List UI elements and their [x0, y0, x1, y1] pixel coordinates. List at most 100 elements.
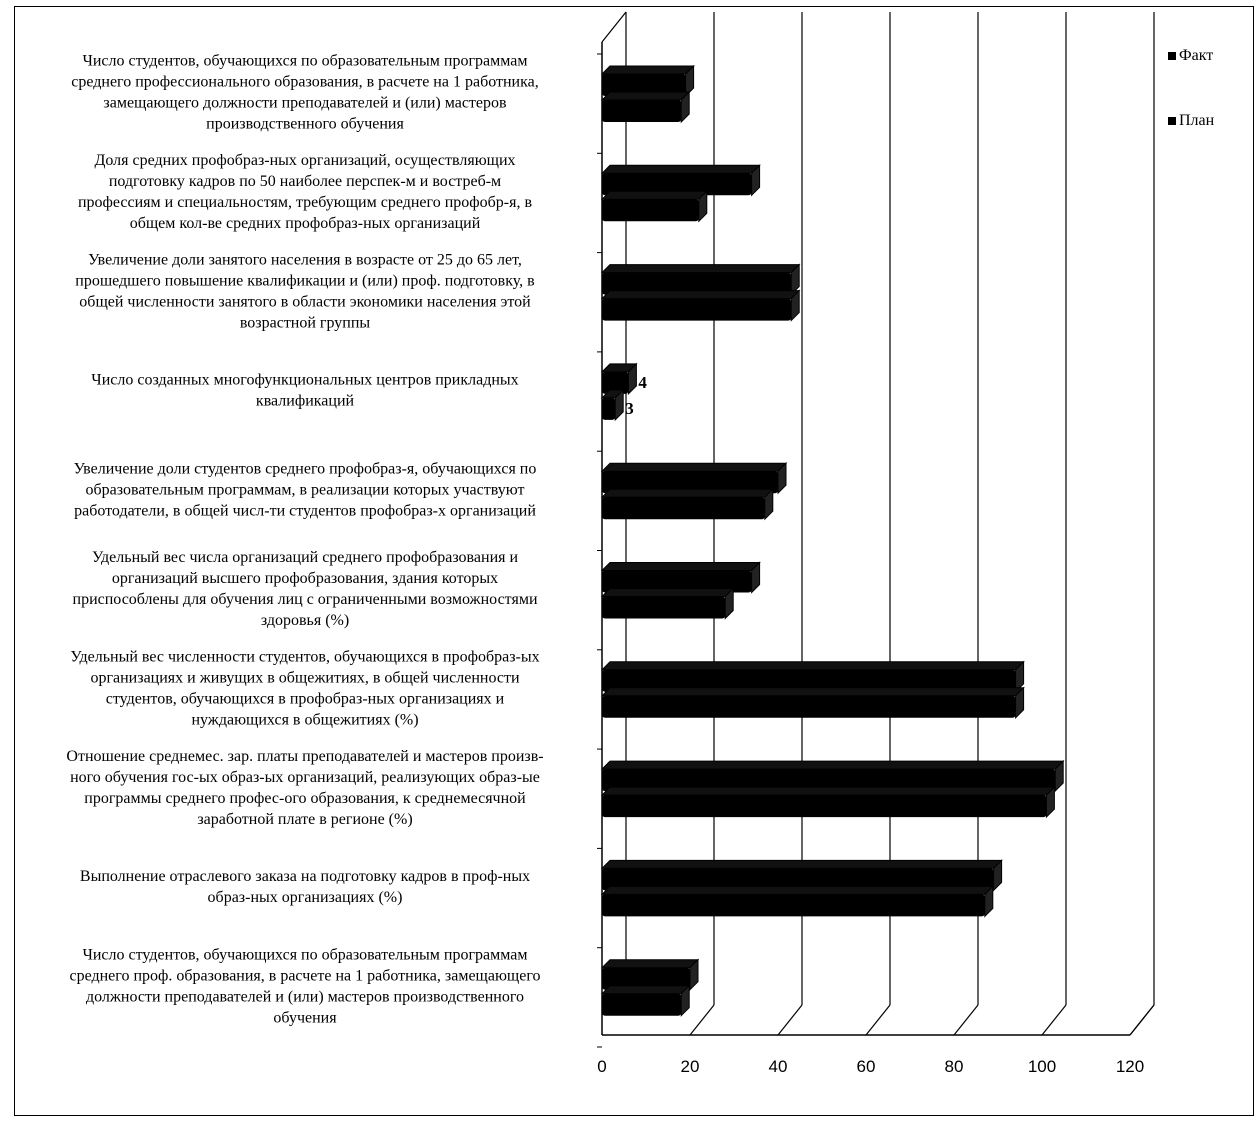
bar-plan [602, 397, 616, 420]
floor-gridline [865, 1004, 891, 1036]
category-label-line: общем кол-ве средних профобраз-ных орган… [130, 215, 481, 232]
bar-fact [602, 967, 690, 990]
category-label-line: организаций высшего профобразования, зда… [112, 570, 498, 587]
bar-fact [602, 272, 792, 295]
bar-top-plan [600, 985, 691, 995]
category-label: Удельный вес численности студентов, обуч… [70, 648, 539, 728]
category-label-line: заработной плате в регионе (%) [197, 811, 412, 828]
category-label-line: Выполнение отраслевого заказа на подгото… [80, 868, 530, 885]
floor-gridline [1041, 1004, 1067, 1036]
x-tick-label: 0 [597, 1057, 606, 1076]
category-label-line: прошедшего повышение квалификации и (или… [75, 272, 535, 289]
category-label-line: приспособлены для обучения лиц с огранич… [73, 591, 538, 608]
bar-plan [602, 199, 699, 222]
bar-plan [602, 100, 682, 122]
bar-top-fact [600, 264, 801, 274]
bar-plan [602, 993, 682, 1016]
data-label: 4 [638, 373, 647, 392]
category-label-line: замещающего должности преподавателей и (… [103, 95, 507, 112]
category-label-line: обучения [273, 1009, 337, 1026]
category-label-line: среднего проф. образования, в расчете на… [69, 967, 540, 984]
category-label-line: образ-ных организациях (%) [208, 889, 403, 906]
floor-gridline [777, 1004, 803, 1036]
category-label: Число студентов, обучающихся по образова… [71, 53, 539, 133]
category-label: Увеличение доли занятого населения в воз… [75, 251, 535, 331]
category-label: Доля средних профобраз-ных организаций, … [78, 152, 532, 232]
category-label-line: ного обучения гос-ых образ-ых организаци… [70, 769, 540, 786]
legend-swatch [1168, 52, 1176, 60]
bar-fact [602, 769, 1056, 792]
category-label-line: Удельный вес численности студентов, обуч… [70, 648, 539, 665]
category-label: Выполнение отраслевого заказа на подгото… [80, 868, 530, 906]
bar-top-plan [600, 190, 709, 200]
bar-plan [602, 695, 1016, 718]
bar-fact [602, 471, 778, 494]
bar-top-plan [600, 588, 735, 597]
category-label-line: должности преподавателей и (или) мастеро… [86, 988, 524, 1005]
category-label-line: Увеличение доли занятого населения в воз… [88, 251, 522, 268]
wall-edge [601, 11, 627, 43]
category-label-line: организациях и живущих в общежитиях, в о… [90, 669, 520, 686]
floor-gridline [689, 1004, 715, 1036]
x-tick-label: 120 [1116, 1057, 1144, 1076]
bar-top-fact [600, 959, 700, 969]
bar-top-fact [600, 462, 788, 472]
category-label: Удельный вес числа организаций среднего … [73, 549, 538, 629]
category-label-line: общей численности занятого в области эко… [79, 293, 531, 310]
floor-gridline [953, 1004, 979, 1036]
bar-fact [602, 868, 994, 891]
floor-edge [1129, 1004, 1155, 1036]
x-tick-label: 80 [945, 1057, 964, 1076]
bar-fact [602, 173, 752, 196]
legend-label: Факт [1179, 47, 1213, 64]
category-label-line: здоровья (%) [261, 612, 349, 629]
category-label-line: профессиям и специальностям, требующим с… [78, 194, 532, 211]
category-label-line: квалификаций [256, 393, 355, 410]
bar-plan [602, 795, 1047, 818]
chart-frame [14, 6, 1254, 1116]
bar-top-plan [600, 91, 691, 101]
category-label: Число созданных многофункциональных цент… [91, 372, 518, 410]
category-label-line: нуждающихся в общежитиях (%) [191, 711, 418, 728]
bar-top-plan [600, 687, 1025, 697]
category-label-line: среднего профессионального образования, … [71, 74, 539, 91]
bar-fact [602, 669, 1016, 692]
bar-top-fact [600, 661, 1025, 671]
category-label-line: образовательным программам, в реализации… [86, 481, 525, 498]
x-tick-label: 100 [1028, 1057, 1056, 1076]
category-label-line: работодатели, в общей числ-ти студентов … [74, 502, 536, 519]
x-tick-label: 40 [769, 1057, 788, 1076]
category-label-line: Число студентов, обучающихся по образова… [82, 946, 527, 963]
bar-top-plan [600, 488, 775, 498]
bar-top-fact [600, 760, 1065, 770]
category-label-line: студентов, обучающихся в профобраз-ных о… [106, 690, 505, 707]
bar-top-fact [600, 562, 761, 571]
bar-top-plan [600, 290, 801, 300]
bar-top-fact [600, 164, 761, 174]
bar-plan [602, 596, 726, 619]
category-label-line: возрастной группы [240, 314, 371, 331]
bar-top-fact [600, 859, 1003, 869]
bar-fact [602, 371, 629, 394]
category-label-line: Увеличение доли студентов среднего профо… [74, 460, 537, 477]
category-label-line: Отношение среднемес. зар. платы преподав… [66, 748, 543, 765]
category-label-line: программы среднего профес-ого образовани… [84, 790, 526, 807]
bar-top-plan [600, 885, 995, 895]
category-label-line: подготовку кадров по 50 наиболее перспек… [109, 173, 501, 190]
category-label-line: Доля средних профобраз-ных организаций, … [94, 152, 515, 169]
bar-fact [602, 74, 686, 96]
category-label-line: Число студентов, обучающихся по образова… [82, 53, 527, 70]
bar-plan [602, 894, 985, 917]
bar-plan [602, 298, 792, 321]
bar-top-plan [600, 786, 1056, 796]
category-label-line: производственного обучения [206, 116, 404, 133]
bar-plan [602, 497, 765, 520]
category-label: Увеличение доли студентов среднего профо… [74, 460, 537, 519]
category-label-line: Число созданных многофункциональных цент… [91, 372, 518, 389]
x-tick-label: 20 [681, 1057, 700, 1076]
category-label: Отношение среднемес. зар. платы преподав… [66, 748, 543, 828]
data-label: 3 [625, 399, 634, 418]
x-tick-label: 60 [857, 1057, 876, 1076]
legend-label: План [1179, 112, 1215, 129]
